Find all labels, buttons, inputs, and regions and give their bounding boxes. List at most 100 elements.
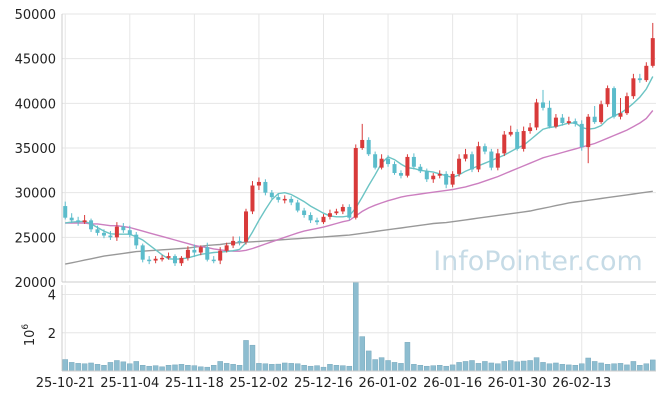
candle-body [405,156,410,176]
candle-body [147,259,152,262]
date-tick-label: 25-12-16 [294,376,353,391]
candle-body [560,117,565,123]
candle [469,151,474,173]
candle-body [599,104,604,123]
candle-body [134,234,139,246]
candle [624,92,629,115]
candle-body [166,256,171,258]
volume-bar [385,360,391,372]
volume-bar [230,364,236,372]
candle-body [489,151,494,168]
candle [327,209,332,220]
candle [250,181,255,215]
candle [256,177,261,190]
candle [89,218,94,232]
candle-body [366,139,371,155]
candle-body [541,102,546,108]
candle-body [502,134,507,154]
volume-bar [553,362,559,372]
candle [108,231,113,241]
volume-bar [495,363,501,372]
candle [573,118,578,127]
candle-body [553,117,558,127]
candle-body [289,198,294,203]
candle [418,164,423,174]
candle [386,155,391,167]
volume-bar [643,363,650,372]
candle [231,236,236,249]
candle [192,244,197,257]
candle-body [76,220,81,223]
candle-body [237,240,242,243]
candle-body [218,250,223,261]
candle [63,201,68,220]
candle [592,106,597,124]
ma-short-line [65,76,654,260]
candle-body [644,65,649,81]
volume-bar [353,281,359,372]
candle [295,199,300,213]
candle [263,179,268,196]
volume-bar [617,363,624,372]
price-axis-labels: 20000 25000 30000 35000 40000 45000 50000 [15,8,56,291]
volume-bar [591,361,598,372]
volume-bar [520,360,527,372]
candle [269,189,274,199]
candle-body [450,173,455,185]
volume-bar [146,365,152,372]
candle [521,126,526,152]
volume-bar [256,363,262,372]
candle [179,256,184,266]
moving-average-lines [65,76,654,265]
candle-body [327,213,332,217]
volume-bar [275,363,282,372]
price-tick-label: 40000 [15,97,56,112]
candle [534,98,539,131]
candle [373,151,378,170]
candle-body [618,113,623,117]
candle [101,229,106,239]
volume-bar [482,361,488,372]
ma-mid-line [65,110,654,252]
candle [586,114,591,164]
volume-bar [578,363,585,372]
volume-bar [598,362,604,372]
candle-body [457,158,462,174]
candle [244,208,249,245]
candle-body [398,173,403,176]
volume-bar [152,365,159,372]
candle [276,193,281,203]
candle-body [515,131,520,149]
volume-bar [630,361,637,372]
candle [424,168,429,182]
candle-body [308,215,313,221]
candle [541,89,546,111]
candle [140,243,145,263]
candle-body [160,257,165,260]
candle [224,242,229,253]
candle [579,120,584,151]
candle [405,154,410,178]
volume-bar [559,364,566,372]
price-tick-label: 45000 [15,53,56,68]
candle [644,62,649,82]
volume-bar [165,365,172,372]
candle-body [431,175,436,180]
volume-bar [269,364,275,372]
candle-body [495,153,500,168]
price-tick-label: 50000 [15,8,56,23]
candle-body [198,247,203,253]
candle-body [631,78,636,97]
candle [463,148,468,162]
candle [353,144,358,220]
candle-body [269,192,274,198]
candle [289,196,294,206]
volume-bar [424,365,430,372]
volume-bar [81,363,88,372]
candle-body [153,258,158,261]
candle [127,225,132,238]
candle-body [379,158,384,168]
candle-body [347,206,352,218]
volume-bar [650,359,656,372]
